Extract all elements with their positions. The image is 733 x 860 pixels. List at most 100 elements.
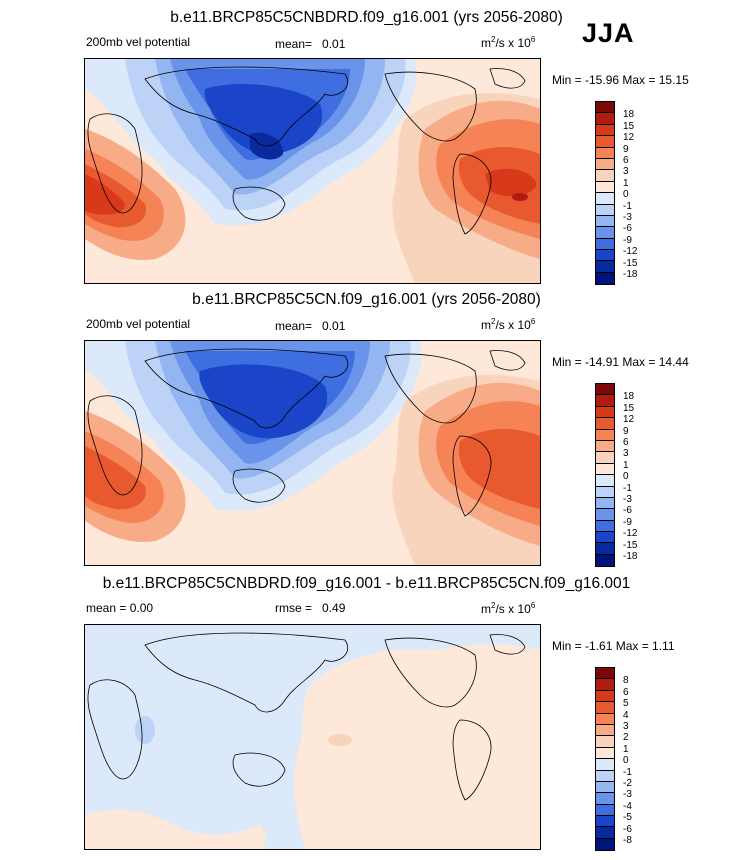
colorbar-swatch [596,158,614,171]
colorbar-tick-label: -1 [623,766,632,778]
colorbar-tick-label: -6 [623,823,632,835]
panel-1-variable-label: 200mb vel potential [86,35,191,49]
panel-2-map-svg [85,341,540,565]
colorbar-swatch [596,418,614,430]
colorbar-swatch [596,736,614,748]
colorbar-tick-label: -6 [623,223,632,235]
colorbar-tick-label: 3 [623,721,629,732]
units-mid: /s x 10 [495,36,531,50]
colorbar-tick-label: 18 [623,109,635,121]
colorbar-tick-label: -1 [623,482,632,494]
panel-3-map [84,624,541,850]
panel-1-units: m2/s x 106 [481,35,536,50]
colorbar-swatch [596,475,614,487]
colorbar-tick-label: -3 [623,494,632,505]
colorbar-swatch [596,747,614,760]
colorbar-swatch [596,759,614,771]
colorbar-swatch [596,227,614,239]
panel-3-units: m2/s x 106 [481,601,536,616]
colorbar-tick-label: 15 [623,402,635,414]
units-mid: /s x 10 [495,318,531,332]
colorbar-swatch [596,816,614,828]
colorbar-tick-label: 6 [623,155,629,166]
colorbar-tick-label: -4 [623,800,632,812]
colorbar-tick-label: 6 [623,437,629,448]
panel-2-minmax: Min = -14.91 Max = 14.44 [552,355,689,369]
panel-1-map [84,58,541,284]
colorbar-tick-label: -1 [623,200,632,212]
panel-3-mean: mean = 0.00 [86,601,154,615]
colorbar-swatch [596,261,614,273]
colorbar-tick-label: -18 [623,269,638,280]
colorbar-swatch [596,193,614,205]
colorbar-tick-label: 12 [623,132,635,144]
panel-1-mean-value: 0.01 [322,37,346,51]
colorbar-tick-label: -8 [623,835,632,846]
units-base: m [481,36,491,50]
colorbar-swatch [596,395,614,407]
colorbar-tick-label: -9 [623,516,632,528]
colorbar-tick-label: -2 [623,778,632,789]
colorbar-swatch [596,554,614,567]
colorbar-tick-label: 12 [623,414,635,426]
colorbar-swatch [596,770,614,782]
colorbar-swatch [596,238,614,251]
colorbar-swatch [596,532,614,544]
colorbar-tick-label: -3 [623,212,632,223]
colorbar-tick-label: 1 [623,177,629,189]
colorbar-swatch [596,668,614,680]
colorbar-tick-label: 8 [623,675,629,687]
colorbar-swatch [596,486,614,498]
colorbar-tick-label: -15 [623,257,638,269]
panel-2-mean-value: 0.01 [322,319,346,333]
colorbar-tick-label: 0 [623,189,629,201]
panel-1-minmax: Min = -15.96 Max = 15.15 [552,73,689,87]
colorbar-swatch [596,520,614,533]
colorbar-swatch [596,827,614,839]
panel-2-mean-label: mean= [275,319,313,333]
colorbar-tick-label: 18 [623,391,635,403]
panel-3-rmse-label: rmse = [275,601,313,615]
colorbar-swatch [596,250,614,262]
colorbar-tick-label: 1 [623,459,629,471]
colorbar-swatch [596,406,614,419]
colorbar-swatch [596,452,614,464]
colorbar-tick-label: -18 [623,551,638,562]
panel-3-map-svg [85,625,540,849]
colorbar-swatch [596,679,614,691]
colorbar-tick-label: 9 [623,143,629,155]
colorbar-swatch [596,181,614,194]
units-mid: /s x 10 [495,602,531,616]
colorbar-swatch [596,429,614,441]
panel-3-rmse: rmse = 0.49 [275,601,345,615]
colorbar-tick-label: -5 [623,812,632,824]
colorbar-swatch [596,793,614,805]
colorbar-swatch [596,690,614,703]
colorbar-swatch [596,804,614,817]
colorbar-swatch [596,384,614,396]
panel-1-mean-label: mean= [275,37,313,51]
colorbar-tick-label: 15 [623,120,635,132]
colorbar-swatch [596,543,614,555]
colorbar-swatch [596,713,614,725]
colorbar-swatch [596,147,614,159]
colorbar-tick-label: 0 [623,471,629,483]
panel-3-colorbar [595,667,615,852]
colorbar-swatch [596,463,614,476]
colorbar-swatch [596,170,614,182]
units-base: m [481,602,491,616]
colorbar-tick-label: -12 [623,246,638,258]
colorbar-swatch [596,136,614,148]
panel-2-colorbar [595,383,615,568]
colorbar-tick-label: 5 [623,698,629,710]
colorbar-swatch [596,781,614,794]
colorbar-tick-label: 9 [623,425,629,437]
colorbar-swatch [596,272,614,285]
colorbar-tick-label: 4 [623,709,629,721]
panel-2-variable-label: 200mb vel potential [86,317,191,331]
colorbar-swatch [596,113,614,125]
panel-2-units: m2/s x 106 [481,317,536,332]
colorbar-swatch [596,838,614,851]
panel-3-title: b.e11.BRCP85C5CNBDRD.f09_g16.001 - b.e11… [102,575,631,592]
colorbar-swatch [596,497,614,510]
